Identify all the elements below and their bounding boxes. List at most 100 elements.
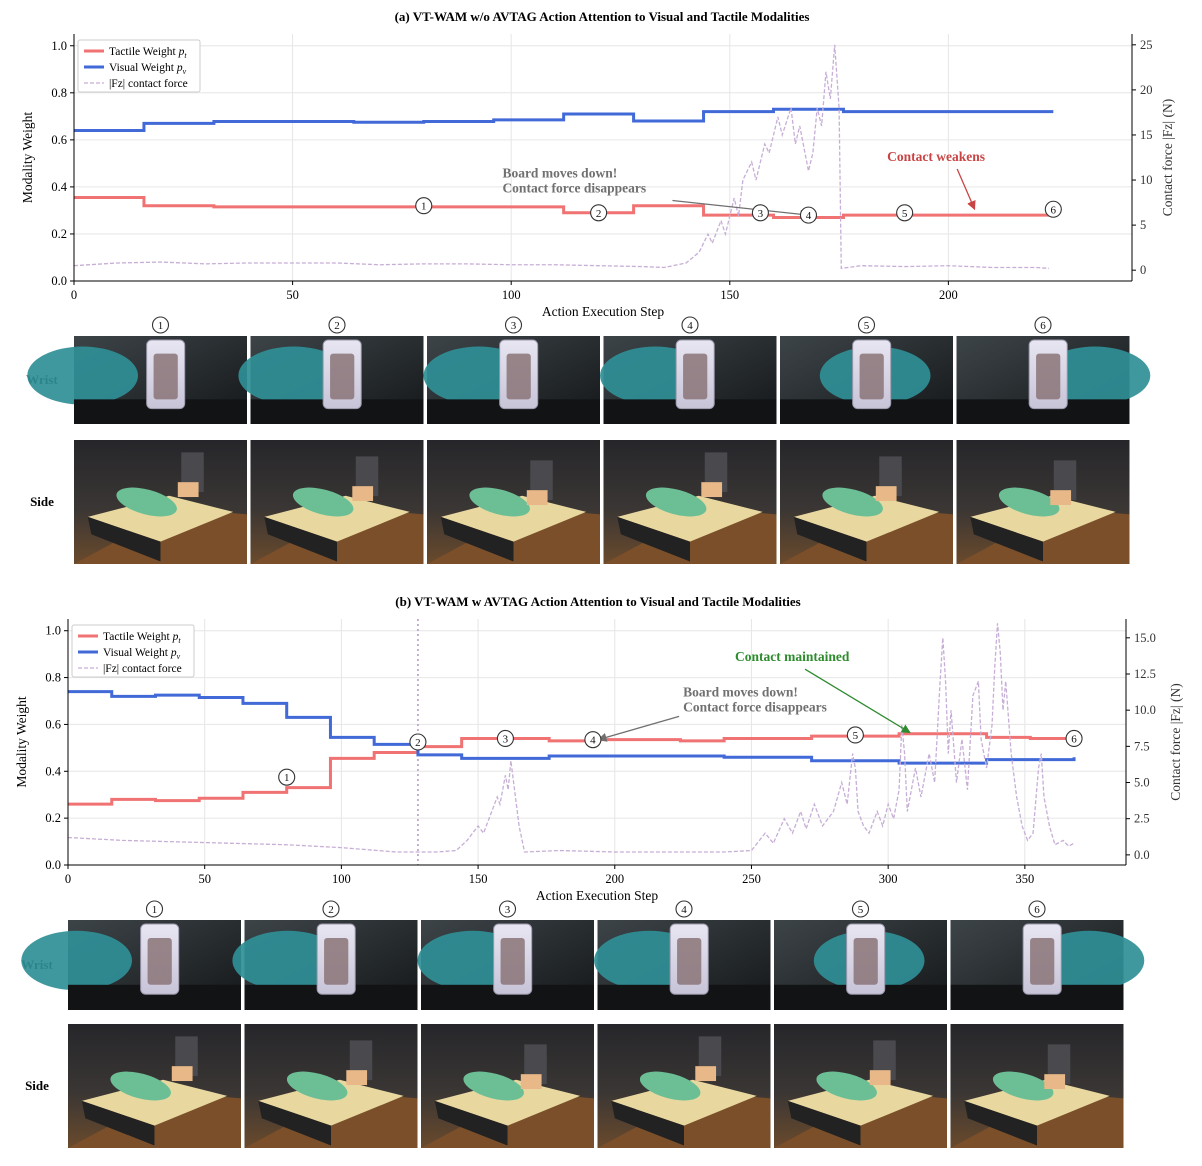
y2-tick-label: 2.5 [1134,812,1150,826]
svg-text:3: 3 [511,320,517,332]
step-marker: 4 [584,731,602,749]
wrist-camera-image [780,336,953,424]
svg-text:4: 4 [681,904,687,916]
y2-axis-label: Contact force |Fz| (N) [1168,683,1183,801]
annotation-text: Contact weakens [887,149,985,164]
y2-tick-label: 12.5 [1134,667,1156,681]
thumbnail-step-marker: 4 [681,316,699,334]
step-marker-circle [751,204,769,222]
side-camera-image [74,440,247,564]
step-marker-circle [409,733,427,751]
annotation-layer: Board moves down!Contact force disappear… [502,149,985,219]
wrist-camera-image [232,920,418,1010]
y2-tick-label: 10.0 [1134,703,1156,717]
chart-title: (a) VT-WAM w/o AVTAG Action Attention to… [395,9,810,24]
side-camera-image [244,1024,418,1148]
panel-a: (a) VT-WAM w/o AVTAG Action Attention to… [20,9,1175,319]
legend-label: |Fz| contact force [103,663,182,675]
series-line-contact-force [73,44,1049,270]
step-marker-circle [846,726,864,744]
thumbnail-step-marker: 6 [1028,900,1046,918]
y-axis-label: Modality Weight [20,112,35,204]
y2-tick-label: 10 [1140,173,1153,187]
step-marker: 5 [896,204,914,222]
thumbnail-step-marker: 6 [1034,316,1052,334]
step-marker-label: 2 [415,737,421,749]
step-marker: 6 [1044,200,1062,218]
side-camera-image [250,440,424,564]
legend-box [77,39,201,93]
svg-text:2: 2 [334,320,340,332]
side-camera-image [780,440,953,564]
y2-tick-label: 0 [1140,263,1146,277]
step-marker-circle [278,768,296,786]
y-tick-label: 1.0 [45,624,61,638]
x-axis-label: Action Execution Step [536,888,658,903]
annotation-text: Contact maintained [735,649,850,664]
y2-tick-label: 25 [1140,38,1153,52]
step-marker-label: 3 [758,208,764,220]
y-tick-label: 0.8 [45,671,61,685]
annotation-text: Contact force disappears [502,180,646,195]
thumbnail-grid-a: 123456WristSide [26,316,1151,564]
thumbnail-step-marker: 1 [151,316,170,334]
side-camera-image [427,440,600,564]
step-marker-label: 4 [590,735,596,747]
step-marker-circle [590,204,608,222]
thumbnail-step-marker: 3 [504,316,523,334]
step-marker: 4 [799,206,818,224]
y-tick-label: 0.2 [45,811,61,825]
x-tick-label: 200 [605,872,624,886]
side-camera-image [603,440,777,564]
thumbnail-row-label: Side [30,494,54,509]
step-marker-label: 2 [596,208,602,220]
y-tick-label: 0.0 [45,858,61,872]
annotation-arrow [672,199,810,219]
step-marker-label: 4 [806,210,812,222]
thumbnail-step-marker: 4 [675,900,693,918]
y-tick-label: 0.6 [45,717,61,731]
side-camera-image [597,1024,771,1148]
step-marker-label: 5 [853,730,859,742]
y2-tick-label: 15 [1140,128,1153,142]
y-tick-label: 0.2 [51,227,67,241]
y2-tick-label: 5.0 [1134,776,1150,790]
x-tick-label: 50 [198,872,211,886]
x-tick-label: 100 [502,288,521,302]
step-marker: 6 [1065,729,1083,748]
thumbnail-step-marker: 3 [498,900,517,918]
step-marker-label: 1 [284,772,290,784]
step-marker: 3 [496,729,514,748]
thumbnail-step-marker: 5 [857,316,876,334]
y-tick-label: 0.0 [51,274,67,288]
wrist-camera-image [21,920,241,1010]
axes-layer: 0 50 100 150 200 250 300 350 0.0 0.2 0.4 0.6 0.8 1.0 0… [45,619,1156,886]
wrist-camera-image [423,336,600,424]
step-marker-label: 6 [1071,733,1077,745]
x-tick-label: 150 [720,288,739,302]
x-tick-label: 50 [286,288,299,302]
y-tick-label: 1.0 [51,39,67,53]
series-line-contact-force [67,623,1075,853]
svg-text:4: 4 [687,320,693,332]
marker-layer: 1 2 3 4 5 6 [415,197,1062,224]
x-tick-label: 0 [65,872,71,886]
thumbnail-row-label: Side [25,1078,49,1093]
step-marker-circle [1065,729,1083,748]
side-camera-image [68,1024,241,1148]
annotation-arrow [597,715,680,742]
svg-text:6: 6 [1034,904,1040,916]
chart-title: (b) VT-WAM w AVTAG Action Attention to V… [395,594,800,609]
wrist-camera-image [774,920,947,1010]
x-tick-label: 0 [71,288,77,302]
step-marker: 5 [846,726,864,744]
marker-layer: 1 2 3 4 5 6 [278,726,1083,786]
step-marker-circle [1044,200,1062,218]
thumbnail-grid-b: 123456WristSide [21,900,1145,1148]
y2-tick-label: 7.5 [1134,739,1150,753]
y-tick-label: 0.4 [51,180,67,194]
annotation-text: Board moves down! [683,684,798,699]
annotation-arrow [804,668,911,734]
thumbnail-step-marker: 5 [851,900,870,918]
side-camera-image [950,1024,1124,1148]
